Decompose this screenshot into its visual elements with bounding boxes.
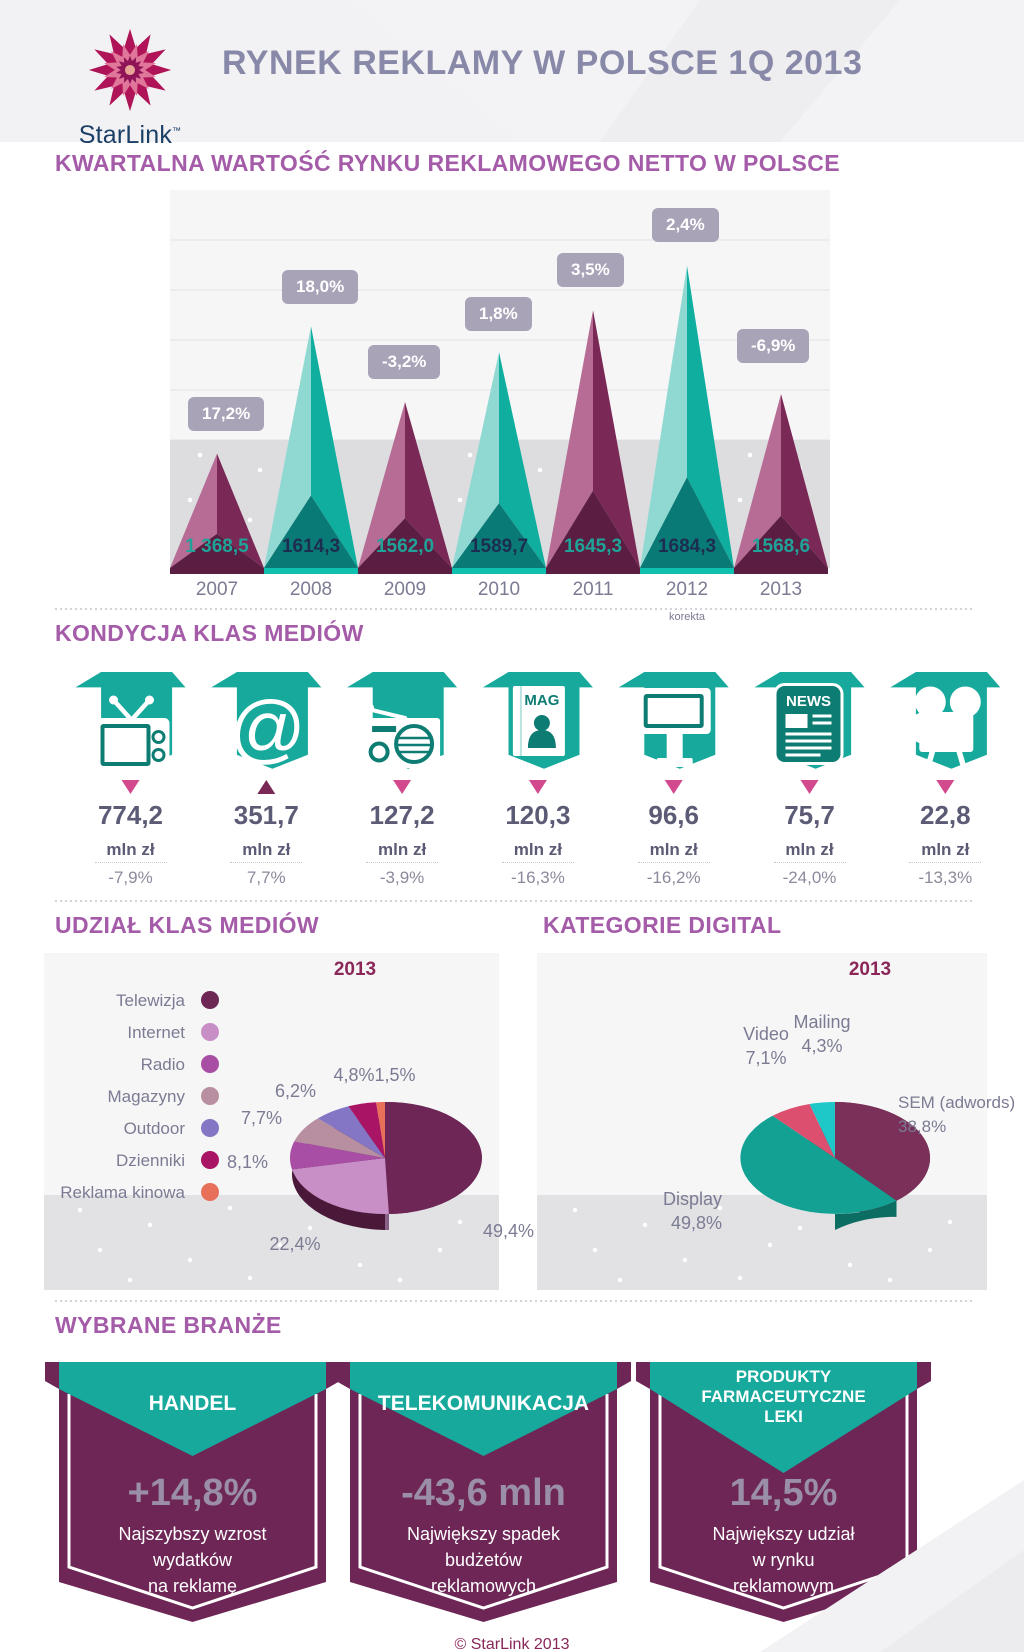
svg-text:NEWS: NEWS [786,693,831,710]
svg-text:22,4%: 22,4% [269,1234,320,1254]
svg-text:49,8%: 49,8% [671,1213,722,1233]
svg-text:LEKI: LEKI [764,1407,803,1426]
svg-text:2013: 2013 [334,959,376,980]
svg-text:Magazyny: Magazyny [108,1087,186,1106]
svg-text:38,8%: 38,8% [898,1117,946,1136]
svg-text:SEM (adwords): SEM (adwords) [898,1093,1015,1112]
svg-text:2013: 2013 [849,959,891,980]
svg-text:49,4%: 49,4% [483,1221,534,1241]
svg-text:6,2%: 6,2% [275,1081,316,1101]
svg-text:7,1%: 7,1% [745,1048,786,1068]
svg-text:Radio: Radio [141,1055,185,1074]
svg-text:TELEKOMUNIKACJA: TELEKOMUNIKACJA [378,1392,589,1415]
svg-text:1,5%: 1,5% [374,1065,415,1085]
svg-text:8,1%: 8,1% [227,1152,268,1172]
svg-text:Video: Video [743,1024,789,1044]
svg-text:4,8%: 4,8% [333,1065,374,1085]
svg-text:@: @ [229,686,306,771]
svg-text:PRODUKTY: PRODUKTY [736,1367,832,1386]
svg-text:Outdoor: Outdoor [124,1119,186,1138]
svg-text:Mailing: Mailing [793,1012,850,1032]
svg-text:Internet: Internet [127,1023,185,1042]
svg-text:4,3%: 4,3% [801,1036,842,1056]
svg-text:Dzienniki: Dzienniki [116,1151,185,1170]
svg-text:Reklama kinowa: Reklama kinowa [60,1183,185,1202]
svg-text:MAG: MAG [524,692,559,709]
svg-text:FARMACEUTYCZNE: FARMACEUTYCZNE [701,1387,865,1406]
svg-text:Telewizja: Telewizja [116,991,186,1010]
svg-text:7,7%: 7,7% [241,1108,282,1128]
svg-text:Display: Display [663,1189,722,1209]
svg-text:HANDEL: HANDEL [149,1392,237,1415]
